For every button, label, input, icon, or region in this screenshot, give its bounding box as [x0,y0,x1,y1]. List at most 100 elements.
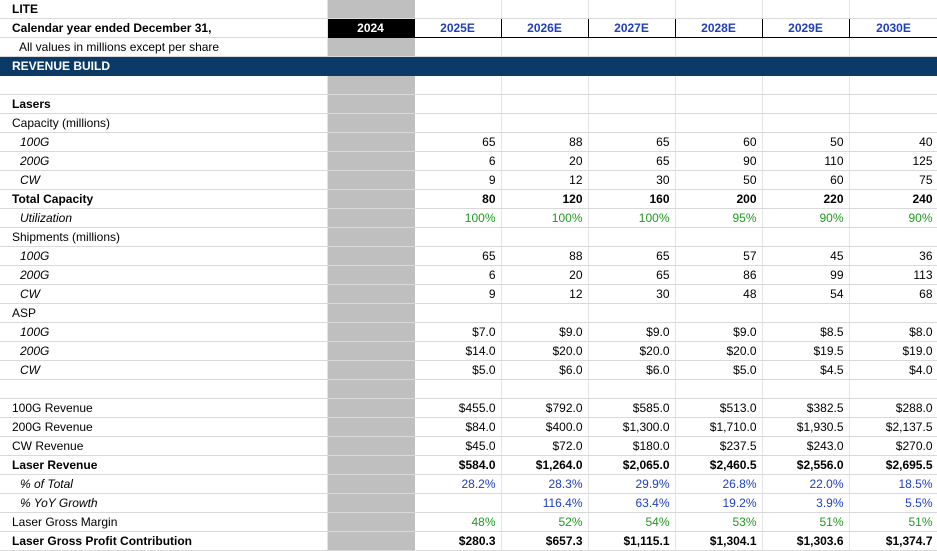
value-cell[interactable]: $45.0 [414,436,502,456]
value-cell[interactable] [762,94,850,114]
cell[interactable] [239,379,328,399]
value-cell[interactable]: 50 [762,132,850,152]
value-cell[interactable]: $4.5 [762,360,850,380]
value-cell[interactable]: $400.0 [501,417,589,437]
value-cell[interactable] [501,94,589,114]
value-cell[interactable]: $20.0 [501,341,589,361]
cell[interactable] [849,0,937,19]
value-cell[interactable]: 45 [762,246,850,266]
value-cell[interactable]: 160 [588,189,676,209]
value-cell[interactable]: 51% [849,512,937,532]
value-cell[interactable]: $455.0 [414,398,502,418]
cell-2024[interactable] [327,512,415,532]
year-header-2024[interactable]: 2024 [326,18,415,38]
value-cell[interactable]: 6 [414,265,502,285]
row-label[interactable]: CW [0,284,239,304]
value-cell[interactable]: 12 [501,284,589,304]
row-label[interactable]: 100G [0,132,239,152]
value-cell[interactable]: 120 [501,189,589,209]
value-cell[interactable]: 65 [588,151,676,171]
value-cell[interactable] [588,113,676,133]
row-label[interactable]: % of Total [0,474,239,494]
value-cell[interactable]: 75 [849,170,937,190]
value-cell[interactable]: $270.0 [849,436,937,456]
cell[interactable] [414,75,502,95]
cell-2024[interactable] [327,322,415,342]
cell[interactable] [588,0,676,19]
value-cell[interactable]: $288.0 [849,398,937,418]
value-cell[interactable]: 57 [675,246,763,266]
value-cell[interactable] [588,94,676,114]
value-cell[interactable] [588,379,676,399]
cell[interactable] [239,436,328,456]
value-cell[interactable]: 90% [762,208,850,228]
cell-2024[interactable] [327,303,415,323]
value-cell[interactable] [588,303,676,323]
cell[interactable] [239,303,328,323]
value-cell[interactable]: 116.4% [501,493,589,513]
row-label[interactable]: 200G Revenue [0,417,239,437]
year-header-2028e[interactable]: 2028E [674,18,763,38]
value-cell[interactable]: $1,303.6 [762,531,850,551]
section-title[interactable]: REVENUE BUILD [0,56,239,76]
units-note-cell[interactable]: All values in millions except per share [0,37,239,57]
cell[interactable] [588,37,676,57]
cell[interactable] [239,208,328,228]
value-cell[interactable]: $8.0 [849,322,937,342]
value-cell[interactable]: 29.9% [588,474,676,494]
value-cell[interactable] [849,303,937,323]
cell[interactable] [239,113,328,133]
cell[interactable] [588,75,676,95]
value-cell[interactable] [414,94,502,114]
cell[interactable] [414,37,502,57]
cell[interactable] [675,37,763,57]
cell-2024[interactable] [327,398,415,418]
year-header-2025e[interactable]: 2025E [413,18,502,38]
row-label[interactable]: 200G [0,265,239,285]
row-label[interactable]: Laser Gross Profit Contribution [0,531,239,551]
value-cell[interactable]: 68 [849,284,937,304]
cell-2024[interactable] [327,284,415,304]
value-cell[interactable]: $1,304.1 [675,531,763,551]
value-cell[interactable]: 65 [588,246,676,266]
row-label[interactable]: Shipments (millions) [0,227,239,247]
value-cell[interactable] [675,303,763,323]
value-cell[interactable]: $20.0 [675,341,763,361]
value-cell[interactable]: $1,930.5 [762,417,850,437]
value-cell[interactable]: $513.0 [675,398,763,418]
value-cell[interactable] [501,227,589,247]
cell-2024[interactable] [327,208,415,228]
cell[interactable] [239,284,328,304]
value-cell[interactable] [675,94,763,114]
value-cell[interactable] [414,113,502,133]
row-label[interactable]: CW Revenue [0,436,239,456]
cell[interactable] [762,56,849,76]
value-cell[interactable]: 90% [849,208,937,228]
value-cell[interactable]: 60 [762,170,850,190]
value-cell[interactable]: $2,460.5 [675,455,763,475]
value-cell[interactable] [414,227,502,247]
value-cell[interactable] [414,379,502,399]
row-label[interactable]: 100G [0,246,239,266]
value-cell[interactable]: 36 [849,246,937,266]
cell[interactable] [501,56,588,76]
value-cell[interactable]: 53% [675,512,763,532]
cell[interactable] [239,0,328,19]
value-cell[interactable]: 110 [762,151,850,171]
cell[interactable] [501,75,589,95]
value-cell[interactable]: $280.3 [414,531,502,551]
row-label[interactable]: ASP [0,303,239,323]
value-cell[interactable]: $1,710.0 [675,417,763,437]
cell-2024[interactable] [327,360,415,380]
cell[interactable] [414,0,502,19]
value-cell[interactable]: 54 [762,284,850,304]
cell-2024[interactable] [327,417,415,437]
cell[interactable] [849,75,937,95]
value-cell[interactable] [501,113,589,133]
cell[interactable] [675,56,762,76]
value-cell[interactable]: 200 [675,189,763,209]
value-cell[interactable] [414,493,502,513]
cell-2024[interactable] [327,75,415,95]
cell-2024[interactable] [327,170,415,190]
cell-2024[interactable] [327,37,415,57]
